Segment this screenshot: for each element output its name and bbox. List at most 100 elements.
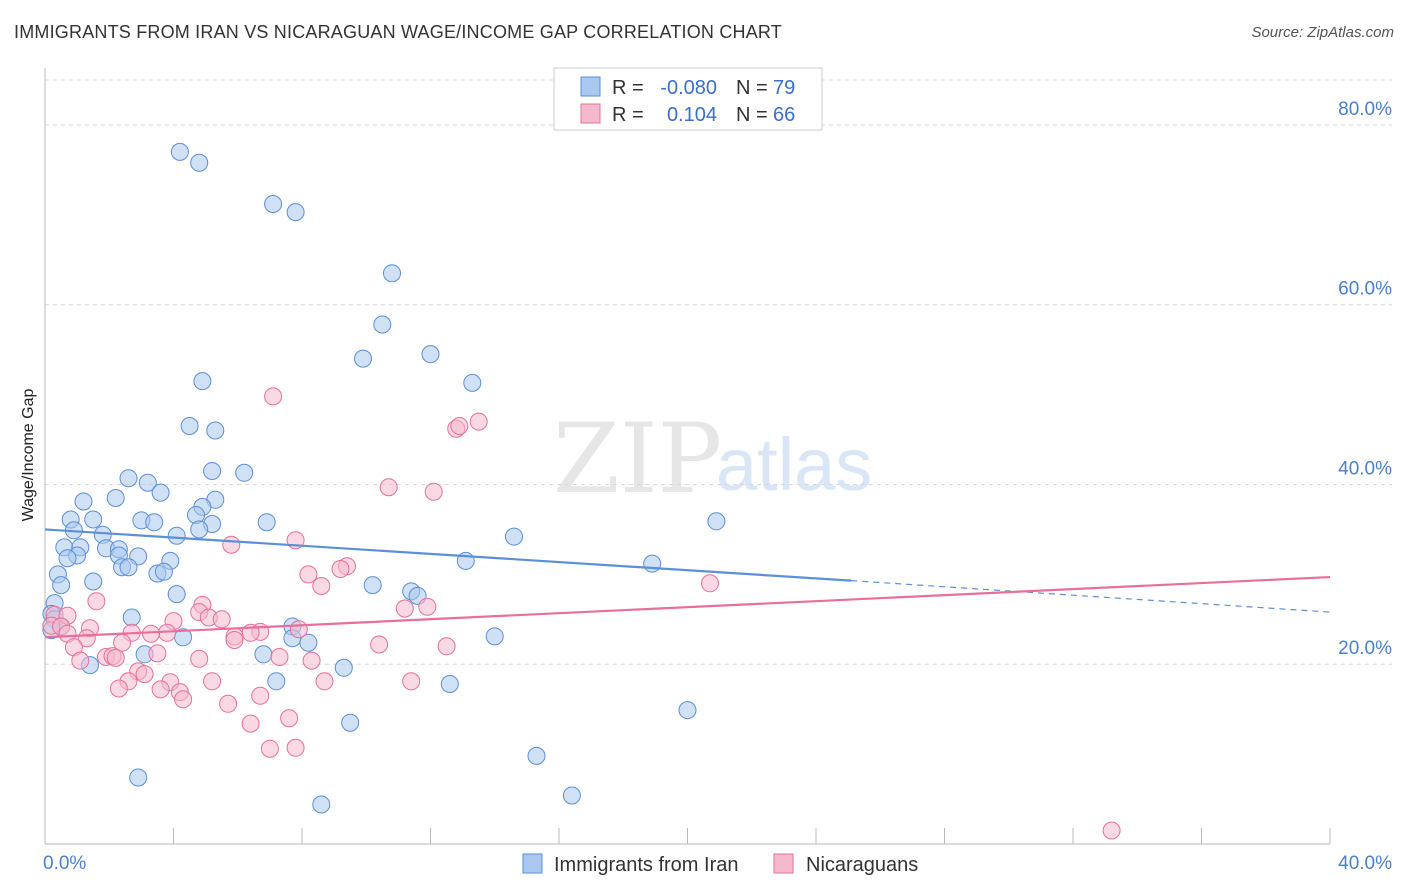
nicaraguans-data-point <box>142 624 160 643</box>
nicaraguans-data-point <box>87 592 106 611</box>
y-tick-label: 20.0% <box>1338 638 1392 659</box>
iran-data-point <box>354 349 372 368</box>
nicaraguans-data-point <box>289 620 308 639</box>
legend-label-nicaraguans: Nicaraguans <box>806 854 918 876</box>
iran-data-point <box>334 658 353 677</box>
iran-data-point <box>312 795 331 814</box>
nicaraguans-data-point <box>402 672 421 691</box>
stats-legend: R = -0.080 N = 79 R = 0.104 N = 66 <box>553 67 823 131</box>
y-tick-label: 80.0% <box>1338 99 1392 120</box>
x-tick-label-min: 0.0% <box>43 853 86 874</box>
stats-swatch-nicaraguans <box>580 103 601 124</box>
series-iran-points <box>42 142 726 814</box>
iran-data-point <box>167 526 186 545</box>
stats-r-value-iran: -0.080 <box>660 77 717 99</box>
y-tick-labels: 20.0% 40.0% 60.0% 80.0% <box>1338 99 1392 659</box>
iran-data-point <box>485 627 504 646</box>
x-tick-labels: 0.0% 40.0% <box>43 853 1392 874</box>
nicaraguans-data-point <box>302 651 321 670</box>
stats-r-label-nicaraguans: R = <box>612 104 644 126</box>
iran-data-point <box>257 513 276 532</box>
nicaraguans-data-point <box>222 535 241 554</box>
series-legend: Immigrants from Iran Nicaraguans <box>522 853 918 876</box>
nicaraguans-data-point <box>77 629 96 648</box>
nicaraguans-data-point <box>1102 821 1121 840</box>
chart-source: Source: ZipAtlas.com <box>1251 24 1394 41</box>
iran-data-point <box>52 576 71 595</box>
nicaraguans-data-point <box>701 574 719 593</box>
iran-data-point <box>678 701 697 720</box>
iran-data-point <box>167 585 186 604</box>
iran-data-point <box>203 462 222 480</box>
iran-data-point <box>190 520 209 539</box>
stats-n-value-nicaraguans: 66 <box>773 104 795 126</box>
nicaraguans-data-point <box>270 648 289 666</box>
nicaraguans-data-point <box>315 672 334 691</box>
iran-data-point <box>180 417 199 435</box>
nicaraguans-data-point <box>109 679 128 698</box>
nicaraguans-data-point <box>286 738 305 757</box>
stats-swatch-iran <box>580 76 601 97</box>
iran-data-point <box>463 373 482 392</box>
nicaraguans-data-point <box>418 597 437 616</box>
iran-data-point <box>106 489 125 507</box>
nicaraguans-data-point <box>203 672 222 691</box>
watermark-zip: ZIP <box>553 403 722 515</box>
nicaraguans-data-point <box>251 686 270 705</box>
watermark: ZIP atlas <box>553 403 872 515</box>
legend-swatch-nicaraguans <box>773 853 794 874</box>
iran-data-point <box>707 512 726 531</box>
iran-data-point <box>119 469 138 488</box>
y-tick-label: 60.0% <box>1338 279 1392 300</box>
nicaraguans-data-point <box>225 631 244 649</box>
nicaraguans-data-point <box>219 694 238 713</box>
iran-data-point <box>193 372 212 391</box>
stats-n-value-iran: 79 <box>773 77 795 99</box>
iran-data-point <box>264 195 283 213</box>
stats-n-label-iran: N = <box>736 77 768 99</box>
iran-data-point <box>254 645 273 664</box>
y-tick-label: 40.0% <box>1338 458 1392 479</box>
legend-label-iran: Immigrants from Iran <box>554 854 738 876</box>
nicaraguans-data-point <box>424 482 443 501</box>
iran-trend-extension <box>851 580 1331 613</box>
iran-data-point <box>440 675 459 693</box>
nicaraguans-data-point <box>280 709 299 728</box>
iran-data-point <box>299 633 318 652</box>
axes <box>44 68 1331 845</box>
nicaraguans-data-point <box>370 635 389 654</box>
nicaraguans-data-point <box>450 417 469 435</box>
iran-data-point <box>527 746 546 765</box>
y-axis-title: Wage/Income Gap <box>20 389 37 522</box>
iran-data-point <box>119 558 138 577</box>
nicaraguans-data-point <box>71 651 90 670</box>
nicaraguans-data-point <box>190 649 209 668</box>
nicaraguans-data-point <box>469 412 488 431</box>
nicaraguans-data-point <box>135 665 154 684</box>
trend-lines <box>44 528 1331 639</box>
iran-data-point <box>190 153 209 172</box>
nicaraguans-data-point <box>151 680 170 699</box>
nicaraguans-data-point <box>106 648 125 667</box>
nicaraguans-data-point <box>331 560 350 578</box>
nicaraguans-data-point <box>212 610 231 629</box>
iran-data-point <box>138 473 157 492</box>
iran-data-point <box>170 142 189 161</box>
nicaraguans-data-point <box>395 599 414 618</box>
nicaraguans-data-point <box>379 478 398 497</box>
iran-trend-line <box>44 528 852 582</box>
stats-r-value-nicaraguans: 0.104 <box>667 104 717 126</box>
legend-swatch-iran <box>522 853 543 874</box>
x-tick-label-max: 40.0% <box>1338 853 1392 874</box>
iran-data-point <box>341 713 360 732</box>
nicaraguans-data-point <box>148 644 167 663</box>
nicaraguans-data-point <box>174 690 193 709</box>
chart-title: IMMIGRANTS FROM IRAN VS NICARAGUAN WAGE/… <box>14 22 783 42</box>
iran-data-point <box>122 608 141 627</box>
nicaraguans-data-point <box>299 565 318 584</box>
iran-data-point <box>562 786 581 805</box>
nicaraguans-data-point <box>241 714 260 733</box>
iran-data-point <box>286 203 305 222</box>
nicaraguans-trend-line <box>44 575 1331 639</box>
